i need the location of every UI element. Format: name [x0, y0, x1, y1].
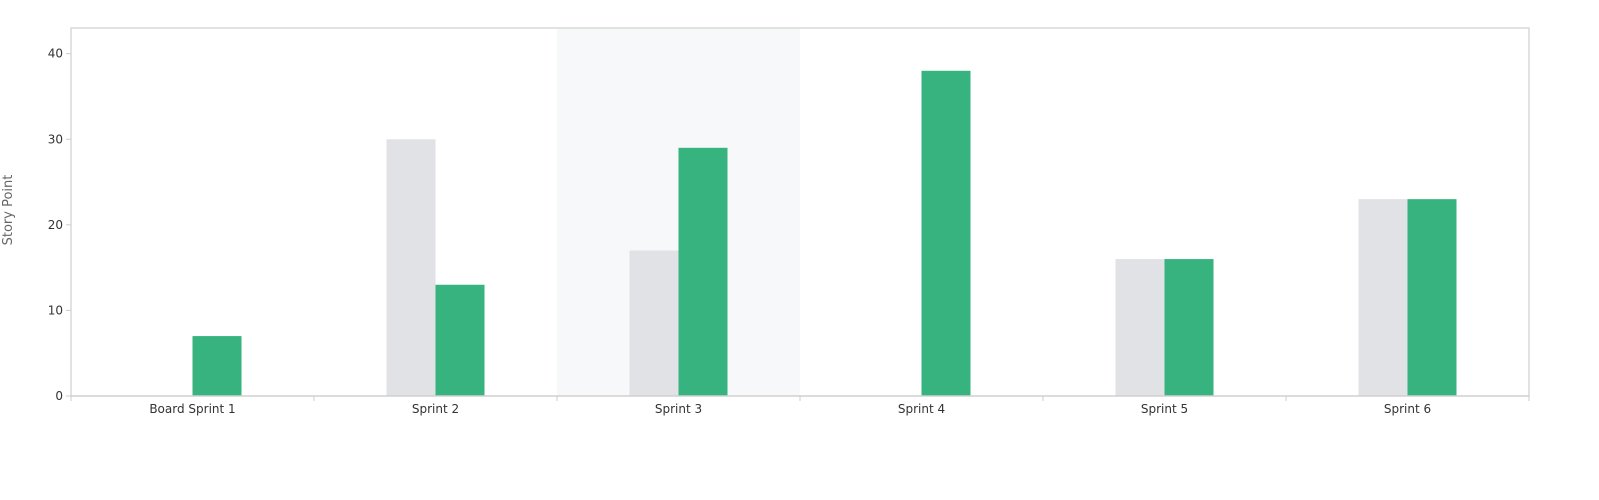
y-tick-label: 10: [48, 303, 63, 317]
bar-series1-sprint-2: [386, 139, 436, 397]
axes-layer: Board Sprint 1 Sprint 2 Sprint 3 Sprint 4 Sp…: [48, 27, 1530, 416]
x-tick-label: Sprint 6: [1384, 402, 1431, 416]
y-tick-label: 40: [48, 47, 63, 61]
bars-layer: [192, 70, 1457, 397]
y-axis-title: Story Point: [1, 175, 16, 246]
bar-series2-sprint-5: [1164, 259, 1214, 396]
x-tick-label: Sprint 3: [655, 402, 702, 416]
bar-series1-sprint-6: [1358, 199, 1408, 396]
bar-series2-sprint-2: [435, 284, 485, 396]
bar-series2-sprint-3: [678, 147, 728, 396]
y-tick-label: 20: [48, 218, 63, 232]
x-tick-label: Sprint 5: [1141, 402, 1188, 416]
y-tick-label: 0: [55, 389, 63, 403]
bar-series2-board-sprint-1: [192, 336, 242, 396]
bar-series1-sprint-5: [1115, 259, 1165, 396]
y-tick-label: 30: [48, 132, 63, 146]
bar-series2-sprint-6: [1407, 199, 1457, 396]
bar-series1-sprint-3: [629, 250, 679, 396]
x-tick-label: Board Sprint 1: [149, 402, 235, 416]
x-tick-label: Sprint 2: [412, 402, 459, 416]
bar-series2-sprint-4: [921, 70, 971, 396]
x-tick-label: Sprint 4: [898, 402, 945, 416]
